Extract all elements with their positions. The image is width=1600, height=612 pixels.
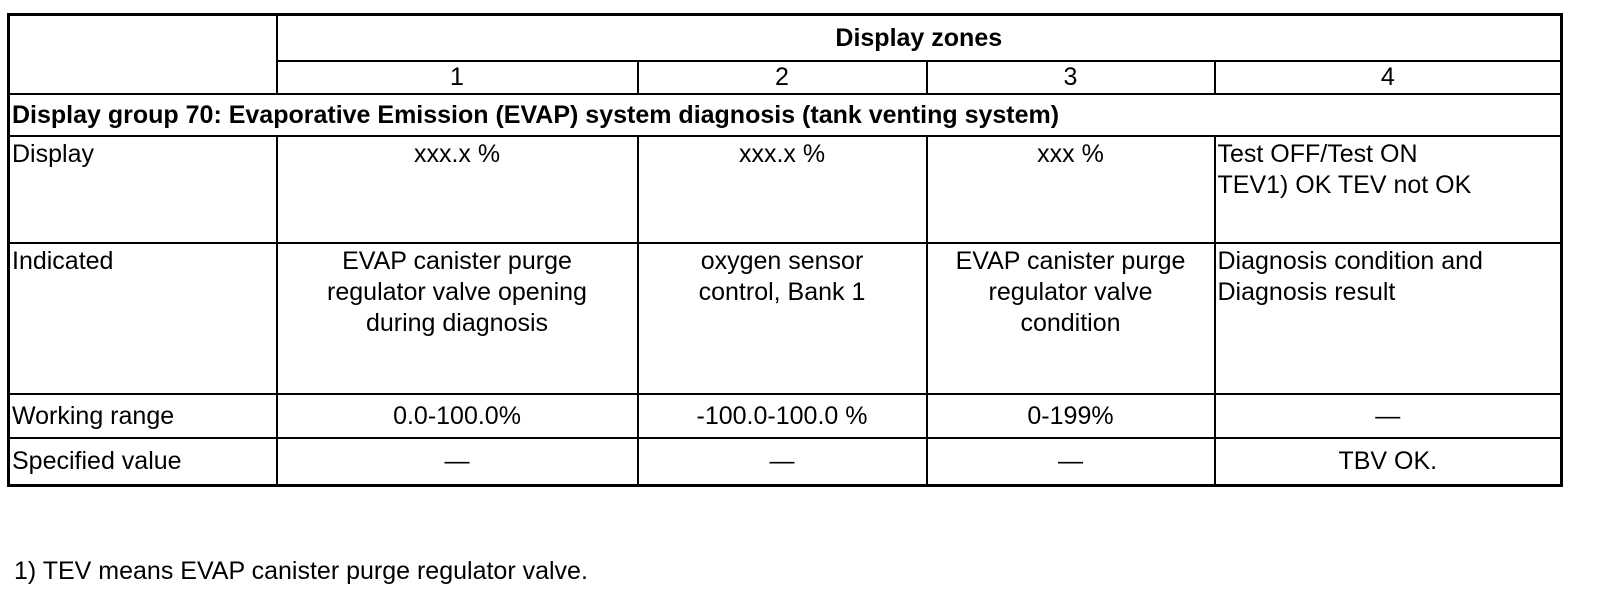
indicated-zone-1-line-1: EVAP canister purge — [342, 247, 572, 275]
table-header-row: Display zones — [7, 13, 1563, 95]
specified-value-zone-3: — — [925, 437, 1216, 487]
group-title-row: Display group 70: Evaporative Emission (… — [7, 93, 1563, 137]
indicated-zone-1-line-3: during diagnosis — [365, 309, 549, 337]
zone-number-3: 3 — [925, 60, 1216, 95]
group-title: Display group 70: Evaporative Emission (… — [7, 93, 1563, 137]
specified-value-zone-4: TBV OK. — [1213, 437, 1563, 487]
working-range-zone-3: 0-199% — [925, 393, 1216, 439]
display-zone-4-line-1: Test OFF/Test ON — [1217, 140, 1418, 168]
zone-number-row: 1 2 3 4 — [9, 60, 1563, 95]
indicated-zone-2: oxygen sensor control, Bank 1 — [636, 242, 928, 395]
table-row-working-range: Working range 0.0-100.0% -100.0-100.0 % … — [7, 393, 1563, 439]
specified-value-zone-2: — — [636, 437, 928, 487]
specified-value-zone-1: — — [275, 437, 639, 487]
indicated-zone-3-line-1: EVAP canister purge — [955, 247, 1186, 275]
indicated-zone-3: EVAP canister purge regulator valve cond… — [925, 242, 1216, 395]
header-corner-cell — [7, 13, 278, 95]
table-row-specified-value: Specified value — — — TBV OK. — [7, 437, 1563, 487]
zone-number-2: 2 — [636, 60, 928, 95]
display-group-table: Display zones 1 2 3 4 Display group 70: … — [7, 13, 1564, 487]
working-range-zone-2: -100.0-100.0 % — [636, 393, 928, 439]
display-zones-header: Display zones — [275, 13, 1563, 62]
indicated-zone-3-line-3: condition — [1020, 309, 1121, 337]
indicated-zone-2-line-2: control, Bank 1 — [698, 278, 866, 306]
indicated-zone-3-line-2: regulator valve — [988, 278, 1153, 306]
indicated-zone-4-line-1: Diagnosis condition and — [1217, 247, 1483, 275]
table-row-display: Display xxx.x % xxx.x % xxx % Test OFF/T… — [7, 135, 1563, 244]
indicated-zone-4: Diagnosis condition and Diagnosis result — [1213, 242, 1563, 395]
indicated-zone-2-line-1: oxygen sensor — [700, 247, 864, 275]
display-zone-1: xxx.x % — [275, 135, 639, 244]
display-zone-4-line-2: TEV1) OK TEV not OK — [1217, 171, 1472, 199]
zone-number-4: 4 — [1213, 60, 1563, 95]
display-zone-3: xxx % — [925, 135, 1216, 244]
indicated-zone-1-line-2: regulator valve opening — [327, 278, 587, 306]
display-zone-2: xxx.x % — [636, 135, 928, 244]
indicated-zone-1: EVAP canister purge regulator valve open… — [275, 242, 639, 395]
working-range-zone-1: 0.0-100.0% — [275, 393, 639, 439]
footnote: 1) TEV means EVAP canister purge regulat… — [14, 557, 588, 585]
row-label-working-range: Working range — [7, 393, 278, 439]
row-label-display: Display — [7, 135, 278, 244]
row-label-specified-value: Specified value — [7, 437, 278, 487]
table-row-indicated: Indicated EVAP canister purge regulator … — [7, 242, 1563, 395]
working-range-zone-4: — — [1213, 393, 1563, 439]
display-zone-4: Test OFF/Test ON TEV1) OK TEV not OK — [1213, 135, 1563, 244]
indicated-zone-4-line-2: Diagnosis result — [1217, 278, 1396, 306]
row-label-indicated: Indicated — [7, 242, 278, 395]
zone-number-1: 1 — [275, 60, 639, 95]
